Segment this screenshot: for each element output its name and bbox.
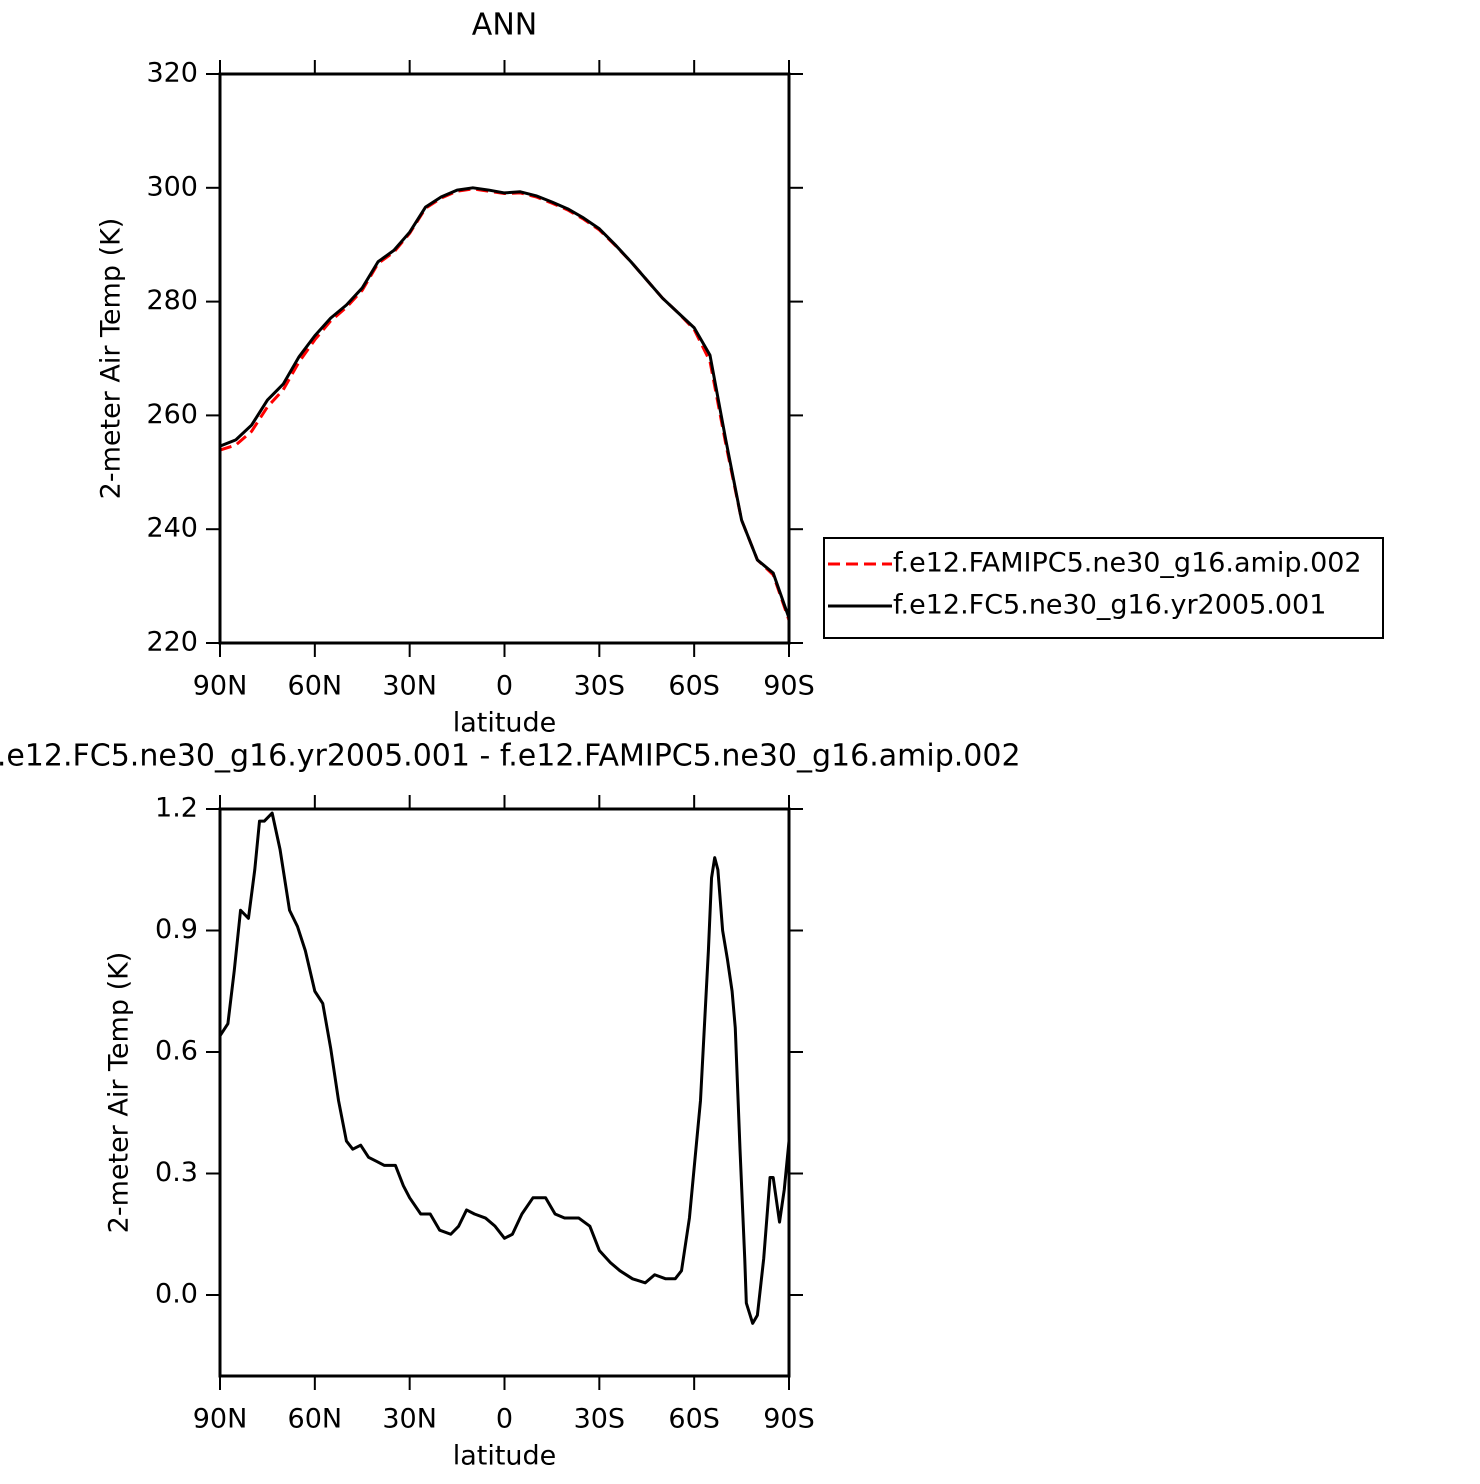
x-axis-label: latitude — [453, 708, 557, 739]
y-axis-label: 2-meter Air Temp (K) — [96, 218, 127, 500]
y-tick-label: 280 — [146, 285, 198, 316]
x-tick-label: 90S — [763, 1404, 815, 1435]
data-line — [218, 811, 791, 1325]
x-tick-label: 60S — [668, 671, 720, 702]
x-tick-label: 90S — [763, 671, 815, 702]
x-tick-label: 30S — [574, 1404, 626, 1435]
x-tick-label: 60S — [668, 1404, 720, 1435]
chart-title: ANN — [472, 8, 537, 43]
y-tick-label: 220 — [146, 627, 198, 658]
legend-box — [823, 537, 1384, 639]
y-tick-label: 240 — [146, 513, 198, 544]
x-tick-label: 0 — [496, 671, 513, 702]
x-axis-label: latitude — [453, 1441, 557, 1472]
plot-frame — [218, 807, 791, 1378]
plot-frame — [218, 72, 791, 645]
y-tick-label: 0.9 — [155, 914, 198, 945]
y-tick-label: 260 — [146, 399, 198, 430]
legend-label: f.e12.FAMIPC5.ne30_g16.amip.002 — [893, 548, 1362, 579]
y-tick-label: 0.3 — [155, 1157, 198, 1188]
x-tick-label: 30N — [382, 671, 437, 702]
x-tick-label: 60N — [288, 671, 343, 702]
data-line — [219, 187, 791, 621]
x-tick-label: 0 — [496, 1404, 513, 1435]
y-tick-label: 0.6 — [155, 1036, 198, 1067]
x-tick-label: 90N — [193, 671, 248, 702]
x-tick-label: 30S — [574, 671, 626, 702]
y-tick-label: 1.2 — [155, 793, 198, 824]
x-tick-label: 60N — [288, 1404, 343, 1435]
y-tick-label: 320 — [146, 58, 198, 89]
x-tick-label: 30N — [382, 1404, 437, 1435]
chart-title: f.e12.FC5.ne30_g16.yr2005.001 - f.e12.FA… — [0, 739, 1021, 774]
legend-label: f.e12.FC5.ne30_g16.yr2005.001 — [893, 590, 1326, 621]
x-tick-label: 90N — [193, 1404, 248, 1435]
data-line — [219, 186, 791, 619]
y-tick-label: 300 — [146, 171, 198, 202]
y-tick-label: 0.0 — [155, 1279, 198, 1310]
y-axis-label: 2-meter Air Temp (K) — [104, 952, 135, 1234]
